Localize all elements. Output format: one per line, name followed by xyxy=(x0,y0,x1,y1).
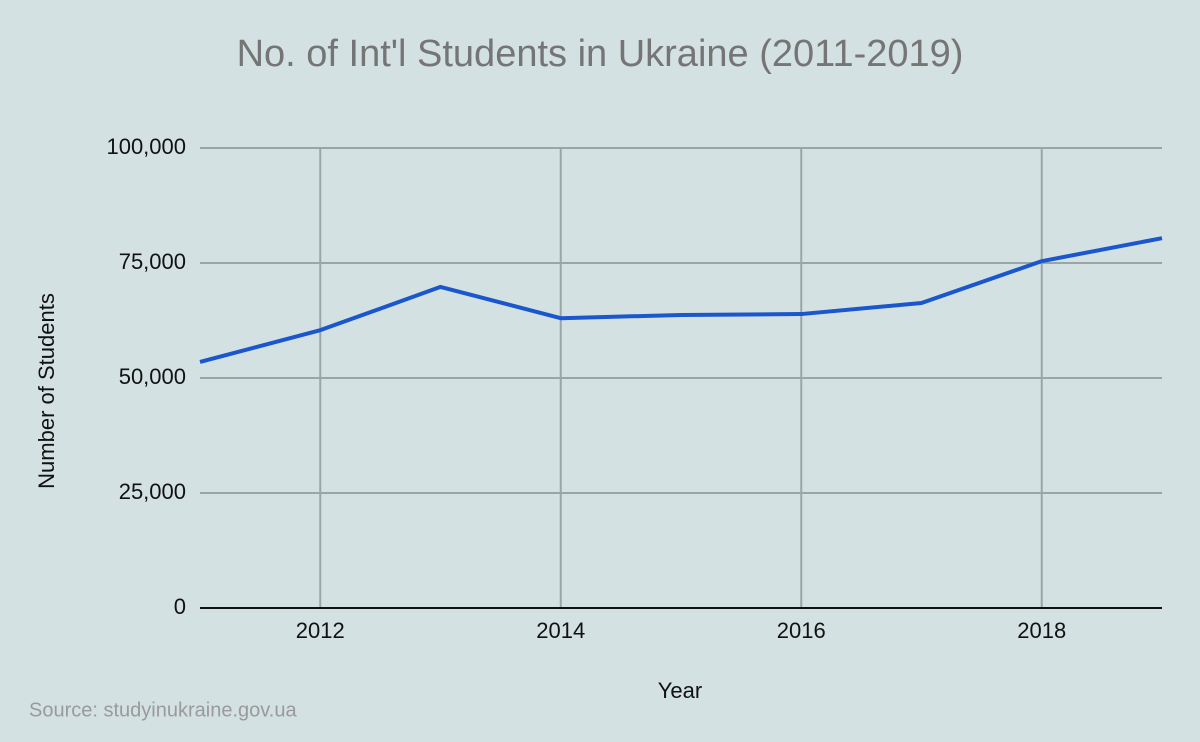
chart-title: No. of Int'l Students in Ukraine (2011-2… xyxy=(237,33,964,75)
y-tick-label: 0 xyxy=(174,594,186,619)
y-tick-label: 50,000 xyxy=(119,364,186,389)
x-axis-label: Year xyxy=(658,678,702,703)
y-tick-label: 75,000 xyxy=(119,249,186,274)
x-tick-label: 2018 xyxy=(1017,618,1066,643)
y-tick-label: 100,000 xyxy=(106,134,186,159)
x-tick-label: 2016 xyxy=(777,618,826,643)
y-tick-label: 25,000 xyxy=(119,479,186,504)
x-tick-label: 2012 xyxy=(296,618,345,643)
x-tick-label: 2014 xyxy=(536,618,585,643)
data-line xyxy=(199,236,1163,364)
source: Source: studyinukraine.gov.ua xyxy=(29,699,297,721)
y-axis-label: Number of Students xyxy=(34,293,59,489)
